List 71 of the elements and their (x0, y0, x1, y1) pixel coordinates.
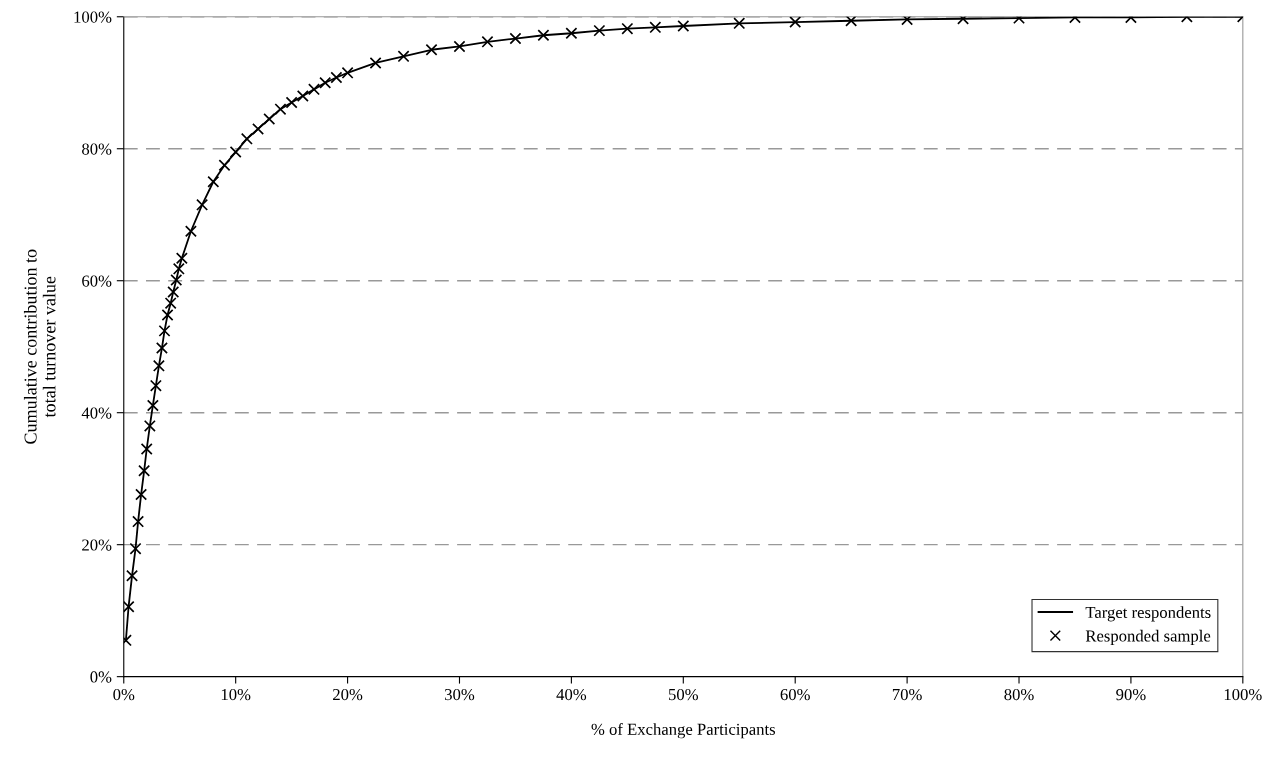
x-tick-label: 90% (1116, 688, 1146, 701)
point (132, 515, 145, 528)
legend-label: Target respondents (1085, 606, 1211, 622)
point (593, 24, 606, 37)
x-tick-label: 20% (333, 688, 363, 701)
point (138, 464, 151, 477)
x-tick-label: 50% (668, 688, 699, 701)
point (845, 16, 858, 27)
point (263, 113, 276, 126)
point (229, 146, 242, 159)
point (161, 309, 174, 322)
x-tick-label: 10% (221, 688, 251, 701)
y-tick-label: 80% (82, 143, 112, 155)
point (240, 132, 253, 145)
point (167, 285, 180, 298)
x-tick-label: 30% (445, 688, 475, 701)
point (218, 159, 231, 172)
y-tick-label: 20% (82, 539, 112, 551)
point (123, 600, 135, 613)
point (397, 50, 410, 63)
point (733, 17, 746, 30)
point (649, 21, 662, 34)
point (621, 22, 634, 35)
legend-label: Responded sample (1085, 629, 1211, 645)
point (140, 443, 153, 455)
point (319, 76, 332, 89)
x-axis-title: % of Exchange Participants (591, 723, 776, 739)
point (285, 96, 298, 109)
x-tick-label: 80% (1004, 688, 1034, 701)
x-tick-label: 70% (892, 688, 922, 701)
point (537, 29, 550, 42)
point (901, 16, 914, 26)
point (296, 89, 309, 102)
point (509, 32, 522, 45)
point (175, 252, 188, 265)
point (677, 20, 690, 32)
x-tick-label: 60% (780, 688, 810, 701)
point (341, 66, 354, 79)
point (425, 43, 438, 56)
point (172, 262, 185, 275)
point (274, 103, 287, 116)
point (789, 16, 802, 29)
point (149, 379, 162, 392)
x-tick-label: 100% (1224, 688, 1262, 701)
y-tick-label: 100% (74, 11, 112, 23)
point (330, 71, 343, 84)
point (565, 27, 578, 40)
point (170, 274, 183, 287)
y-tick-label: 60% (82, 275, 112, 287)
point (155, 342, 168, 355)
point (129, 542, 142, 555)
point (184, 225, 197, 238)
point (481, 35, 494, 48)
point (207, 175, 220, 188)
point (135, 488, 148, 501)
y-tick-label: 40% (81, 407, 112, 419)
point (143, 419, 156, 432)
point (164, 297, 177, 310)
point (158, 324, 171, 337)
point (453, 40, 466, 53)
point (252, 122, 265, 135)
point (308, 83, 320, 96)
point (196, 198, 209, 211)
point (152, 359, 165, 372)
x-tick-label: 0% (113, 688, 135, 701)
x-tick-label: 40% (556, 688, 587, 701)
y-axis-title: Cumulative contribution to total turnover value (23, 249, 56, 444)
y-tick-label: 0% (90, 671, 112, 683)
point (369, 56, 382, 69)
point (126, 569, 139, 582)
point (146, 399, 159, 412)
